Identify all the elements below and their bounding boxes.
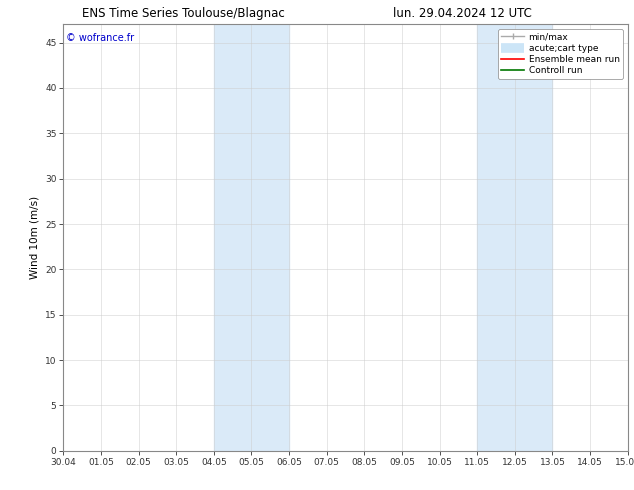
Legend: min/max, acute;cart type, Ensemble mean run, Controll run: min/max, acute;cart type, Ensemble mean … (498, 29, 623, 79)
Bar (477, 24, 552, 451)
Y-axis label: Wind 10m (m/s): Wind 10m (m/s) (29, 196, 39, 279)
Text: © wofrance.fr: © wofrance.fr (66, 33, 134, 43)
Text: ENS Time Series Toulouse/Blagnac: ENS Time Series Toulouse/Blagnac (82, 7, 285, 21)
Text: lun. 29.04.2024 12 UTC: lun. 29.04.2024 12 UTC (393, 7, 532, 21)
Bar (214, 24, 289, 451)
